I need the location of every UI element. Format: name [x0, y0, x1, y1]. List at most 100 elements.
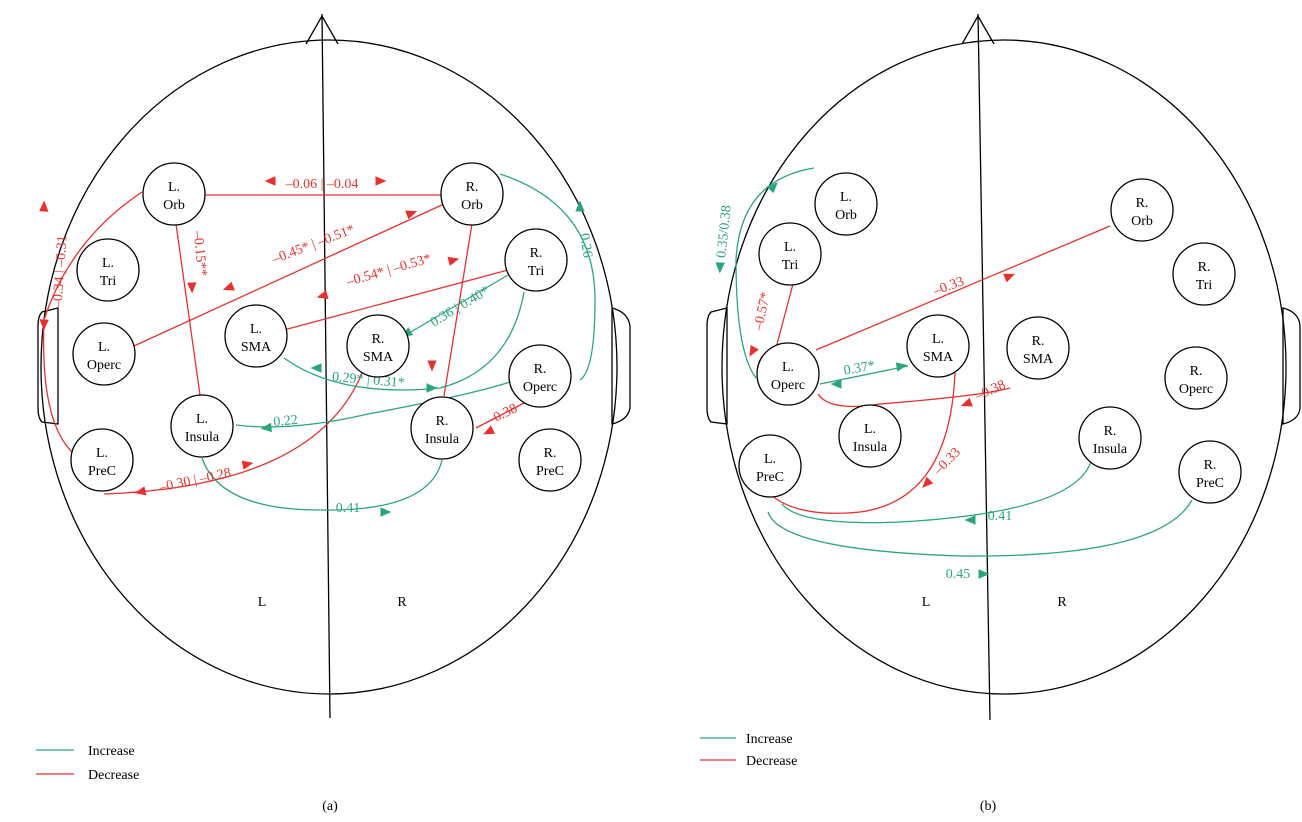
conn-a-lprec-rsma [103, 367, 365, 495]
conn-a-linsula-rinsula [201, 457, 443, 511]
node-l-insula: L. Insula [838, 404, 902, 468]
conn-b-lprec-lsma [771, 371, 956, 514]
node-label-line1: R. [466, 180, 479, 195]
panel-b: 0.35/0.38 –0.57* –0.33 0.37* –0.38 –0.33 0.41 0… [700, 13, 1301, 814]
arrowhead [316, 290, 329, 300]
node-label-line1: L. [250, 322, 262, 337]
node-l-prec: L. PreC [738, 434, 802, 498]
node-label-line2: Tri [1196, 278, 1213, 293]
node-label-line2: Orb [1131, 214, 1153, 229]
node-label-line2: PreC [88, 464, 116, 479]
conn-b-loperc-rorb [815, 225, 1111, 351]
node-l-tri: L. Tri [758, 222, 822, 286]
head-outline-b [721, 39, 1287, 695]
conn-a-loperc-rorb [133, 203, 445, 347]
node-circle [738, 434, 802, 498]
arrowhead [960, 397, 973, 407]
node-circle [346, 314, 410, 378]
node-circle [906, 314, 970, 378]
node-label-line1: L. [168, 180, 180, 195]
node-label-line1: R. [1198, 260, 1211, 275]
node-label-line1: L. [102, 256, 114, 271]
node-circle [76, 238, 140, 302]
node-label-line1: L. [96, 446, 108, 461]
node-circle [440, 162, 504, 226]
arrowhead [405, 210, 418, 220]
node-circle [518, 428, 582, 492]
caption-b: (b) [980, 799, 997, 814]
left-ear-b [706, 307, 728, 425]
node-circle [72, 322, 136, 386]
arrowhead [483, 425, 495, 435]
conn-b-loperc-rsma [817, 387, 1011, 408]
node-l-insula: L. Insula [170, 394, 234, 458]
node-label-line1: R. [530, 246, 543, 261]
node-circle [70, 428, 134, 492]
connection-label: –0.15** [190, 229, 210, 277]
node-r-insula: R. Insula [1078, 406, 1142, 470]
arrowhead [222, 281, 235, 291]
node-r-orb: R. Orb [440, 162, 504, 226]
connection-label: 0.35/0.38 [714, 205, 734, 259]
left-ear [37, 307, 59, 425]
arrowhead [830, 379, 842, 389]
node-label-line2: PreC [756, 470, 784, 485]
side-label-left: L [258, 595, 267, 610]
node-circle [1078, 406, 1142, 470]
arrowhead [264, 176, 276, 186]
node-label-line1: R. [372, 332, 385, 347]
connection-label: –0.06 | –0.04 [285, 177, 359, 192]
arrowhead [575, 200, 585, 212]
node-circle [756, 342, 820, 406]
connection-label: 0.45 [946, 567, 971, 582]
node-label-line2: Operc [87, 358, 121, 373]
node-label-line2: Tri [100, 274, 117, 289]
right-ear-b [1282, 307, 1301, 425]
node-r-tri: R. Tri [504, 228, 568, 292]
node-label-line2: SMA [363, 350, 394, 365]
node-label-line1: R. [1136, 196, 1149, 211]
legend-increase-label-b: Increase [746, 732, 793, 747]
arrowhead [895, 362, 908, 372]
arrowhead [260, 422, 272, 433]
caption-a: (a) [322, 799, 338, 814]
node-label-line2: Insula [185, 430, 220, 445]
conn-a-lsma-rtri-curve [283, 291, 525, 391]
node-label-line1: R. [1190, 364, 1203, 379]
conn-a-rinsula-roperc [475, 401, 527, 429]
node-label-line2: Insula [853, 440, 888, 455]
node-label-line2: Orb [461, 198, 483, 213]
node-r-prec: R. PreC [1178, 440, 1242, 504]
node-r-operc: R. Operc [508, 344, 572, 408]
arrowhead [922, 476, 934, 488]
connection-label: 0.37* [843, 358, 877, 378]
node-circle [224, 304, 288, 368]
node-r-orb: R. Orb [1110, 178, 1174, 242]
node-r-tri: R. Tri [1172, 242, 1236, 306]
arrowhead [241, 460, 254, 470]
connection-label: 0.41 [988, 509, 1013, 524]
arrowhead [187, 282, 197, 294]
arrowhead [447, 256, 460, 266]
node-label-line1: L. [784, 240, 796, 255]
node-circle [838, 404, 902, 468]
arrowhead [39, 319, 49, 331]
connection-label: 0.22 [273, 413, 299, 430]
arrowhead [715, 262, 725, 274]
node-r-prec: R. PreC [518, 428, 582, 492]
node-label-line2: SMA [1023, 352, 1054, 367]
node-circle [1164, 346, 1228, 410]
connection-label: –0.30 | –0.28 [157, 466, 232, 496]
connection-label: 0.26 [576, 232, 594, 258]
node-r-sma: R. SMA [1006, 316, 1070, 380]
legend-decrease-label-b: Decrease [746, 754, 797, 769]
node-label-line1: L. [840, 190, 852, 205]
node-label-line1: R. [534, 362, 547, 377]
node-label-line1: R. [1104, 424, 1117, 439]
node-label-line2: Operc [1179, 382, 1213, 397]
node-circle [1178, 440, 1242, 504]
arrowhead [310, 363, 322, 373]
node-circle [814, 172, 878, 236]
node-label-line1: L. [764, 452, 776, 467]
